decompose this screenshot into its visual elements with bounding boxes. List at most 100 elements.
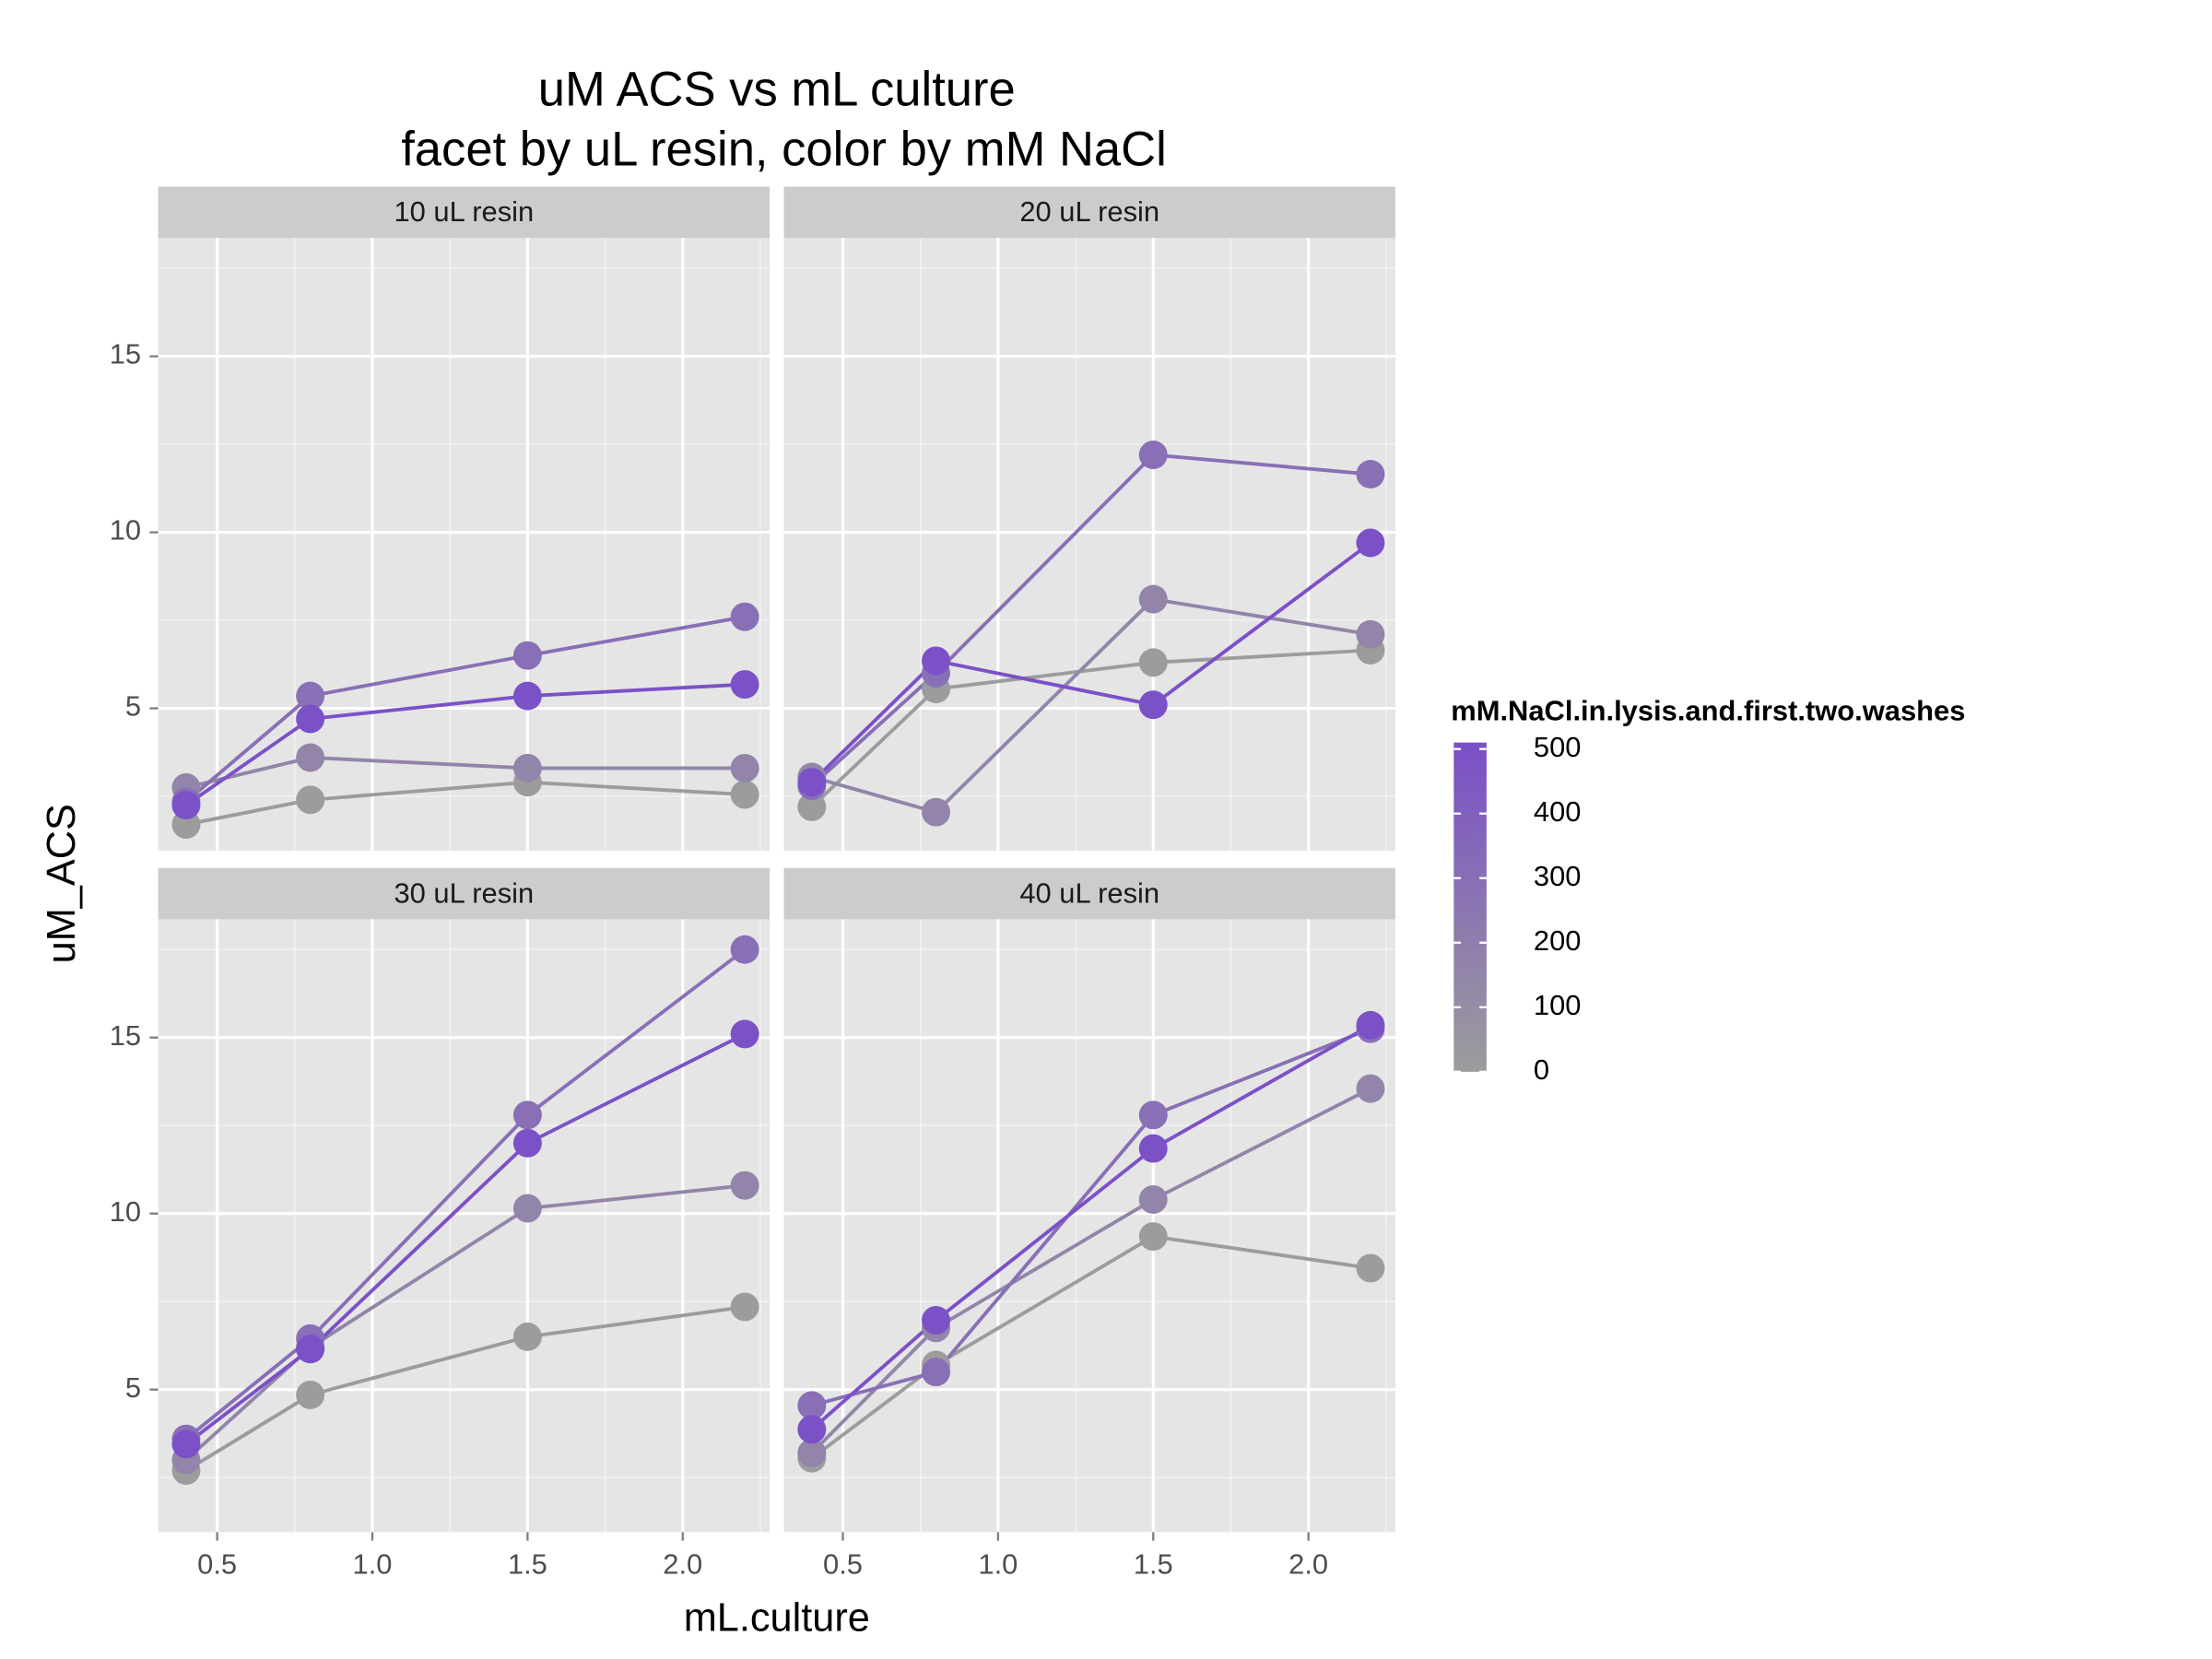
data-point — [1138, 1134, 1168, 1163]
data-point — [922, 797, 950, 827]
data-point — [1356, 1010, 1385, 1040]
series-line — [184, 615, 746, 804]
data-point — [512, 641, 542, 670]
data-point — [512, 753, 542, 782]
panel-background — [158, 238, 771, 852]
series-line — [810, 648, 1371, 808]
strip-background — [783, 867, 1395, 920]
y-tick-label: 5 — [125, 690, 141, 723]
strip-label: 20 uL resin — [1019, 195, 1159, 228]
colorbar — [1453, 742, 1487, 1072]
strip-label: 10 uL resin — [394, 195, 534, 228]
legend-label: 500 — [1534, 731, 1582, 763]
legend-label: 0 — [1534, 1053, 1549, 1086]
data-point — [922, 646, 950, 676]
data-point — [730, 670, 759, 700]
y-tick-label: 15 — [110, 338, 141, 371]
strip-label: 30 uL resin — [394, 877, 534, 909]
legend-label: 400 — [1534, 795, 1582, 828]
strip-background — [783, 186, 1395, 239]
data-point — [296, 785, 325, 815]
panel-background — [783, 919, 1395, 1533]
data-point — [730, 753, 759, 782]
data-point — [1138, 1100, 1168, 1130]
data-point — [1138, 1184, 1168, 1214]
data-point — [512, 1322, 542, 1351]
series-line — [184, 1183, 746, 1462]
data-point — [296, 1335, 325, 1364]
data-point — [1138, 441, 1168, 469]
series-line — [810, 1023, 1371, 1431]
data-point — [730, 1292, 759, 1322]
x-tick-label: 2.0 — [1288, 1548, 1328, 1581]
data-point — [512, 1194, 542, 1223]
data-point — [296, 1380, 325, 1409]
strip-background — [158, 186, 771, 239]
chart-subtitle: facet by uL resin, color by mM NaCl — [401, 122, 1167, 176]
chart-title: uM ACS vs mL culture — [538, 62, 1016, 116]
x-tick-label: 1.0 — [978, 1548, 1018, 1581]
data-point — [1356, 528, 1385, 558]
data-point — [1138, 648, 1168, 677]
data-point — [922, 1305, 950, 1335]
data-point — [1356, 619, 1385, 649]
x-tick-label: 1.5 — [508, 1548, 547, 1581]
data-point — [512, 681, 542, 711]
data-point — [797, 1391, 827, 1420]
legend-label: 200 — [1534, 924, 1582, 957]
x-tick-label: 2.0 — [663, 1548, 702, 1581]
data-point — [1138, 584, 1168, 614]
legend-label: 300 — [1534, 860, 1582, 892]
series-line — [810, 541, 1372, 784]
series-line — [811, 597, 1371, 815]
y-tick-label: 5 — [125, 1371, 141, 1404]
y-tick-label: 10 — [110, 514, 141, 547]
x-tick-label: 1.5 — [1134, 1548, 1173, 1581]
series-line — [810, 1234, 1371, 1460]
data-point — [296, 743, 325, 772]
series-line — [184, 947, 747, 1441]
x-tick-label: 0.5 — [197, 1548, 237, 1581]
y-tick-label: 15 — [110, 1019, 141, 1052]
strip-label: 40 uL resin — [1019, 877, 1159, 909]
data-point — [296, 704, 325, 734]
data-point — [797, 1438, 827, 1467]
data-point — [171, 791, 201, 820]
strip-background — [158, 867, 771, 920]
x-tick-label: 0.5 — [823, 1548, 863, 1581]
data-point — [1356, 460, 1385, 488]
data-point — [1356, 1253, 1385, 1283]
data-point — [730, 780, 759, 809]
legend-title: mM.NaCl.in.lysis.and.first.two.washes — [1451, 694, 1965, 726]
data-point — [1356, 1074, 1385, 1103]
data-point — [730, 1019, 759, 1049]
data-point — [171, 1430, 201, 1459]
data-point — [1138, 1222, 1168, 1252]
data-point — [730, 1171, 759, 1200]
panel-background — [783, 238, 1395, 852]
series-line — [184, 1032, 746, 1446]
data-point — [797, 768, 827, 797]
data-point — [296, 681, 325, 711]
data-point — [922, 1358, 950, 1387]
series-line — [810, 453, 1371, 787]
panel-background — [158, 919, 771, 1533]
data-point — [797, 1415, 827, 1444]
y-axis-label: uM_ACS — [40, 804, 84, 963]
series-line — [184, 1305, 746, 1473]
y-tick-label: 10 — [110, 1195, 141, 1228]
x-tick-label: 1.0 — [353, 1548, 393, 1581]
data-point — [730, 935, 759, 964]
data-point — [1138, 690, 1168, 720]
x-axis-label: mL.culture — [684, 1596, 870, 1641]
data-point — [512, 1128, 542, 1158]
legend-label: 100 — [1534, 989, 1582, 1021]
series-line — [811, 1027, 1371, 1407]
series-line — [185, 756, 746, 790]
data-point — [512, 1100, 542, 1130]
series-line — [185, 780, 746, 827]
data-point — [797, 792, 827, 821]
data-point — [730, 602, 759, 631]
